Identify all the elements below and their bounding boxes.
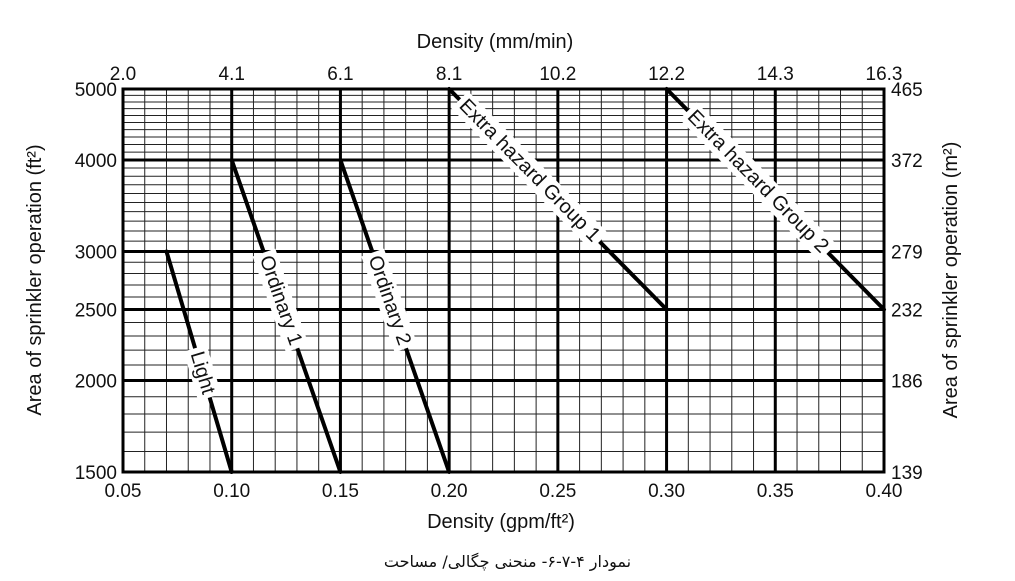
y-left-tick-label: 5000 [75, 80, 117, 101]
x-bottom-tick-label: 0.30 [648, 481, 685, 502]
y-left-axis-title: Area of sprinkler operation (ft²) [24, 144, 46, 415]
series-label-ordinary-1: Ordinary 1 [255, 253, 306, 348]
x-top-axis-title: Density (mm/min) [417, 31, 574, 53]
x-top-tick-label: 10.2 [539, 64, 576, 85]
x-bottom-tick-label: 0.20 [431, 481, 468, 502]
series-label-extra-hazard-group-1: Extra hazard Group 1 [455, 95, 605, 247]
x-bottom-tick-label: 0.05 [105, 481, 142, 502]
x-bottom-tick-label: 0.35 [757, 481, 794, 502]
x-top-tick-label: 12.2 [648, 64, 685, 85]
y-right-tick-label: 465 [891, 80, 923, 101]
x-bottom-tick-label: 0.40 [866, 481, 903, 502]
x-top-tick-label: 14.3 [757, 64, 794, 85]
y-left-tick-label: 1500 [75, 463, 117, 484]
series-labels: Light Ordinary 1 Ordinary 2 Extra hazard Gr… [183, 91, 837, 401]
x-bottom-tick-label: 0.25 [539, 481, 576, 502]
y-right-tick-label: 232 [891, 300, 923, 321]
x-top-tick-label: 16.3 [866, 64, 903, 85]
y-right-tick-label: 372 [891, 151, 923, 172]
x-top-tick-label: 6.1 [327, 64, 353, 85]
series-label-background [183, 344, 222, 401]
figure-caption: نمودار ۴-۷-۶- منحنی چگالی/ مساحت [383, 552, 632, 571]
series-label-background [679, 102, 837, 261]
y-left-tick-label: 2500 [75, 300, 117, 321]
y-right-axis-title: Area of sprinkler operation (m²) [940, 142, 962, 419]
plot-frame [121, 87, 886, 474]
x-top-tick-label: 8.1 [436, 64, 462, 85]
series-label-background [451, 91, 609, 250]
series-label-extra-hazard-group-2: Extra hazard Group 2 [683, 106, 833, 258]
y-left-tick-label: 3000 [75, 243, 117, 264]
tick-labels: 0.05 0.10 0.15 0.20 0.25 0.30 0.35 0.40 2.0 4.1 6.… [75, 64, 923, 502]
y-left-tick-label: 2000 [75, 371, 117, 392]
density-area-chart: Light Ordinary 1 Ordinary 2 Extra hazard Gr… [24, 31, 962, 533]
series-label-group: Ordinary 1 [252, 248, 309, 353]
y-left-tick-label: 4000 [75, 151, 117, 172]
series-label-group: Extra hazard Group 2 [679, 102, 837, 261]
series-label-group: Light [183, 344, 222, 401]
series-label-background [252, 248, 309, 353]
x-top-tick-label: 2.0 [110, 64, 136, 85]
series-label-group: Ordinary 2 [361, 248, 418, 353]
x-bottom-tick-label: 0.10 [213, 481, 250, 502]
x-bottom-axis-title: Density (gpm/ft²) [427, 511, 575, 533]
y-right-tick-label: 186 [891, 371, 923, 392]
series-label-ordinary-2: Ordinary 2 [364, 253, 415, 348]
major-grid [121, 87, 886, 474]
y-right-tick-label: 279 [891, 243, 923, 264]
x-top-tick-label: 4.1 [219, 64, 245, 85]
series-label-background [361, 248, 418, 353]
x-bottom-tick-label: 0.15 [322, 481, 359, 502]
y-right-tick-label: 139 [891, 463, 923, 484]
